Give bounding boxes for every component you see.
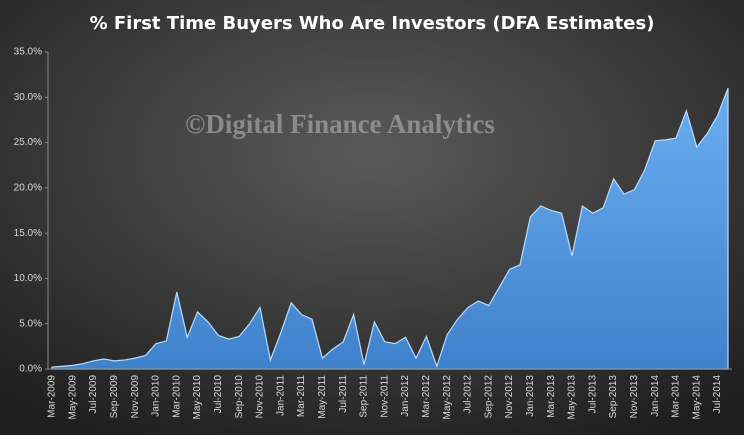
x-tick-label: May-2010 [192, 375, 203, 420]
x-tick-label: Nov-2010 [255, 375, 266, 419]
x-tick-label: Jan-2014 [650, 375, 661, 417]
y-tick-label: 10.0% [14, 273, 42, 284]
x-tick-label: Jul-2012 [463, 375, 474, 414]
x-tick-label: Jan-2010 [151, 375, 162, 417]
y-tick-label: 20.0% [14, 182, 42, 193]
y-tick-label: 25.0% [14, 137, 42, 148]
x-tick-label: Nov-2009 [130, 375, 141, 419]
x-tick-label: Jan-2011 [275, 375, 286, 416]
y-tick-label: 35.0% [14, 47, 42, 58]
x-tick-label: May-2011 [317, 375, 328, 419]
x-tick-label: Mar-2009 [47, 375, 58, 418]
area [51, 88, 729, 370]
x-tick-label: May-2012 [442, 375, 453, 420]
y-tick-label: 0.0% [19, 364, 42, 375]
x-tick-label: Mar-2011 [296, 375, 307, 417]
x-tick-label: Mar-2012 [421, 375, 432, 418]
x-tick-label: Nov-2012 [504, 375, 515, 419]
x-tick-label: Jan-2013 [525, 375, 536, 417]
chart-title: % First Time Buyers Who Are Investors (D… [90, 13, 655, 34]
x-tick-label: Jul-2009 [88, 375, 99, 414]
x-tick-label: Mar-2013 [546, 375, 557, 418]
x-tick-label: Sep-2009 [109, 375, 120, 419]
x-tick-label: Jul-2013 [587, 375, 598, 414]
x-tick-label: Jul-2011 [338, 375, 349, 413]
x-tick-label: Jan-2012 [400, 375, 411, 417]
y-tick-label: 5.0% [19, 318, 42, 329]
watermark: ©Digital Finance Analytics [185, 109, 495, 139]
y-tick-label: 15.0% [14, 228, 42, 239]
x-tick-label: May-2013 [567, 375, 578, 420]
x-tick-label: Sep-2012 [483, 375, 494, 419]
x-tick-label: May-2014 [691, 375, 702, 420]
x-tick-label: Jul-2010 [213, 375, 224, 414]
x-tick-label: Sep-2010 [234, 375, 245, 419]
x-tick-label: Nov-2011 [379, 375, 390, 418]
x-tick-label: Jul-2014 [712, 375, 723, 414]
x-tick-label: Sep-2011 [359, 375, 370, 418]
x-tick-label: Sep-2013 [608, 375, 619, 419]
x-tick-label: Mar-2010 [171, 375, 182, 418]
x-tick-label: Mar-2014 [671, 375, 682, 418]
x-tick-label: May-2009 [67, 375, 78, 420]
y-tick-label: 30.0% [14, 92, 42, 103]
x-tick-label: Nov-2013 [629, 375, 640, 419]
